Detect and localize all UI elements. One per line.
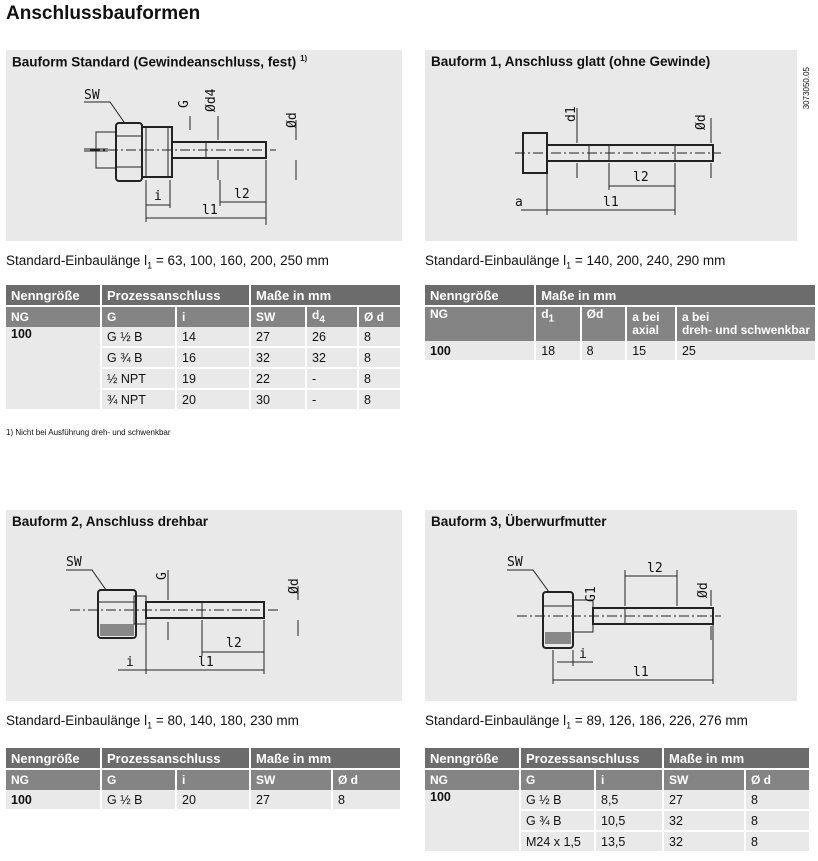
col-d: Ød bbox=[580, 306, 628, 341]
col-i: i bbox=[176, 769, 251, 790]
standard-length-standard: Standard-Einbaulänge l1 = 63, 100, 160, … bbox=[6, 253, 329, 271]
col-g: G bbox=[101, 769, 177, 790]
col-d4: d4 bbox=[306, 306, 359, 327]
table-row: M24 x 1,5 13,5 32 8 bbox=[425, 831, 811, 853]
label-l2: l2 bbox=[647, 561, 663, 576]
col-d: Ø d bbox=[745, 769, 811, 790]
label-l2: l2 bbox=[633, 170, 649, 185]
col-a-axial: a bei axial bbox=[626, 306, 677, 341]
header-prozessanschluss: Prozessanschluss bbox=[101, 748, 251, 770]
header-masse: Maße in mm bbox=[535, 285, 817, 307]
label-d4: Ød4 bbox=[204, 88, 219, 112]
standard-length-bauform-3: Standard-Einbaulänge l1 = 89, 126, 186, … bbox=[425, 713, 748, 731]
label-l1: l1 bbox=[633, 665, 649, 680]
drawing-bauform-standard: SW G Ød4 Ød i l2 l1 bbox=[84, 88, 300, 225]
col-g: G bbox=[520, 769, 596, 790]
table-row: 100 G ½ B 8,5 27 8 bbox=[425, 790, 811, 853]
panel-title: Bauform 3, Überwurfmutter bbox=[431, 514, 607, 529]
header-prozessanschluss: Prozessanschluss bbox=[101, 285, 251, 307]
table-row: ½ NPT 19 22-8 bbox=[6, 368, 402, 390]
label-i: i bbox=[579, 647, 587, 662]
col-ng: NG bbox=[6, 769, 102, 790]
label-d: Ød bbox=[694, 114, 709, 130]
label-d: Ød bbox=[696, 582, 711, 598]
col-sw: SW bbox=[250, 769, 333, 790]
label-sw: SW bbox=[507, 555, 523, 570]
col-d: Ø d bbox=[332, 769, 402, 790]
label-l1: l1 bbox=[198, 655, 214, 670]
header-nenngroesse: Nenngröße bbox=[425, 748, 521, 770]
col-ng: NG bbox=[425, 306, 537, 341]
document-number: 3073050.05 bbox=[802, 67, 811, 110]
panel-bauform-1: Bauform 1, Anschluss glatt (ohne Gewinde… bbox=[425, 50, 797, 241]
table-bauform-3: Nenngröße Prozessanschluss Maße in mm NG… bbox=[425, 748, 811, 853]
label-i: i bbox=[126, 655, 134, 670]
table-row: 100 18 8 15 25 bbox=[425, 341, 818, 362]
label-l1: l1 bbox=[202, 203, 218, 218]
col-g: G bbox=[101, 306, 177, 327]
footnote: 1) Nicht bei Ausführung dreh- und schwen… bbox=[6, 428, 171, 437]
table-row: 100 G ½ B 20 27 8 bbox=[6, 790, 402, 811]
header-nenngroesse: Nenngröße bbox=[6, 748, 102, 770]
label-g: G bbox=[177, 100, 192, 108]
col-i: i bbox=[595, 769, 664, 790]
page-title: Anschlussbauformen bbox=[6, 3, 201, 24]
col-d1: d1 bbox=[535, 306, 582, 341]
label-d: Ød bbox=[285, 112, 300, 128]
drawing-bauform-2: SW G Ød l2 i l1 bbox=[66, 555, 302, 674]
standard-length-bauform-1: Standard-Einbaulänge l1 = 140, 200, 240,… bbox=[425, 253, 726, 271]
header-prozessanschluss: Prozessanschluss bbox=[520, 748, 664, 770]
header-masse: Maße in mm bbox=[250, 748, 402, 770]
table-row: G ¾ B 16 32 32 8 bbox=[6, 347, 402, 369]
label-sw: SW bbox=[84, 88, 100, 103]
label-i: i bbox=[154, 189, 162, 204]
panel-bauform-3: Bauform 3, Überwurfmutter SW G1 l2 Ød i … bbox=[425, 510, 797, 701]
panel-title: Bauform Standard (Gewindeanschluss, fest… bbox=[12, 54, 308, 70]
table-row: 100 G ½ B 14 27 26 8 bbox=[6, 327, 402, 411]
label-d1: d1 bbox=[564, 106, 579, 122]
col-sw: SW bbox=[663, 769, 746, 790]
col-a-dreh: a bei dreh- und schwenkbar bbox=[675, 306, 818, 341]
header-nenngroesse: Nenngröße bbox=[425, 285, 537, 307]
table-row: G ¾ B 10,5 32 8 bbox=[425, 810, 811, 832]
col-i: i bbox=[176, 306, 251, 327]
panel-title: Bauform 2, Anschluss drehbar bbox=[12, 514, 209, 529]
cell-ng: 100 bbox=[6, 327, 102, 411]
label-sw: SW bbox=[66, 555, 82, 570]
panel-bauform-2: Bauform 2, Anschluss drehbar SW G Ød l2 … bbox=[6, 510, 402, 701]
header-masse: Maße in mm bbox=[250, 285, 402, 307]
panel-title: Bauform 1, Anschluss glatt (ohne Gewinde… bbox=[431, 54, 711, 69]
col-ng: NG bbox=[6, 306, 102, 327]
label-g1: G1 bbox=[584, 586, 599, 602]
panel-bauform-standard: Bauform Standard (Gewindeanschluss, fest… bbox=[6, 50, 402, 241]
label-g: G bbox=[155, 572, 170, 580]
label-l1: l1 bbox=[603, 195, 619, 210]
drawing-bauform-3: SW G1 l2 Ød i l1 bbox=[507, 555, 721, 684]
col-d: Ø d bbox=[358, 306, 402, 327]
header-nenngroesse: Nenngröße bbox=[6, 285, 102, 307]
label-l2: l2 bbox=[234, 187, 250, 202]
label-d: Ød bbox=[287, 578, 302, 594]
col-ng: NG bbox=[425, 769, 521, 790]
standard-length-bauform-2: Standard-Einbaulänge l1 = 80, 140, 180, … bbox=[6, 713, 299, 731]
col-sw: SW bbox=[250, 306, 307, 327]
table-bauform-1: Nenngröße Maße in mm NG d1 Ød a bei axial… bbox=[425, 285, 818, 362]
label-l2: l2 bbox=[226, 636, 242, 651]
table-bauform-standard: Nenngröße Prozessanschluss Maße in mm NG… bbox=[6, 285, 402, 411]
table-row: ¾ NPT 20 30-8 bbox=[6, 389, 402, 411]
drawing-bauform-1: d1 Ød l2 a l1 bbox=[515, 106, 721, 215]
table-bauform-2: Nenngröße Prozessanschluss Maße in mm NG… bbox=[6, 748, 402, 811]
header-masse: Maße in mm bbox=[663, 748, 811, 770]
label-a: a bbox=[515, 195, 523, 210]
